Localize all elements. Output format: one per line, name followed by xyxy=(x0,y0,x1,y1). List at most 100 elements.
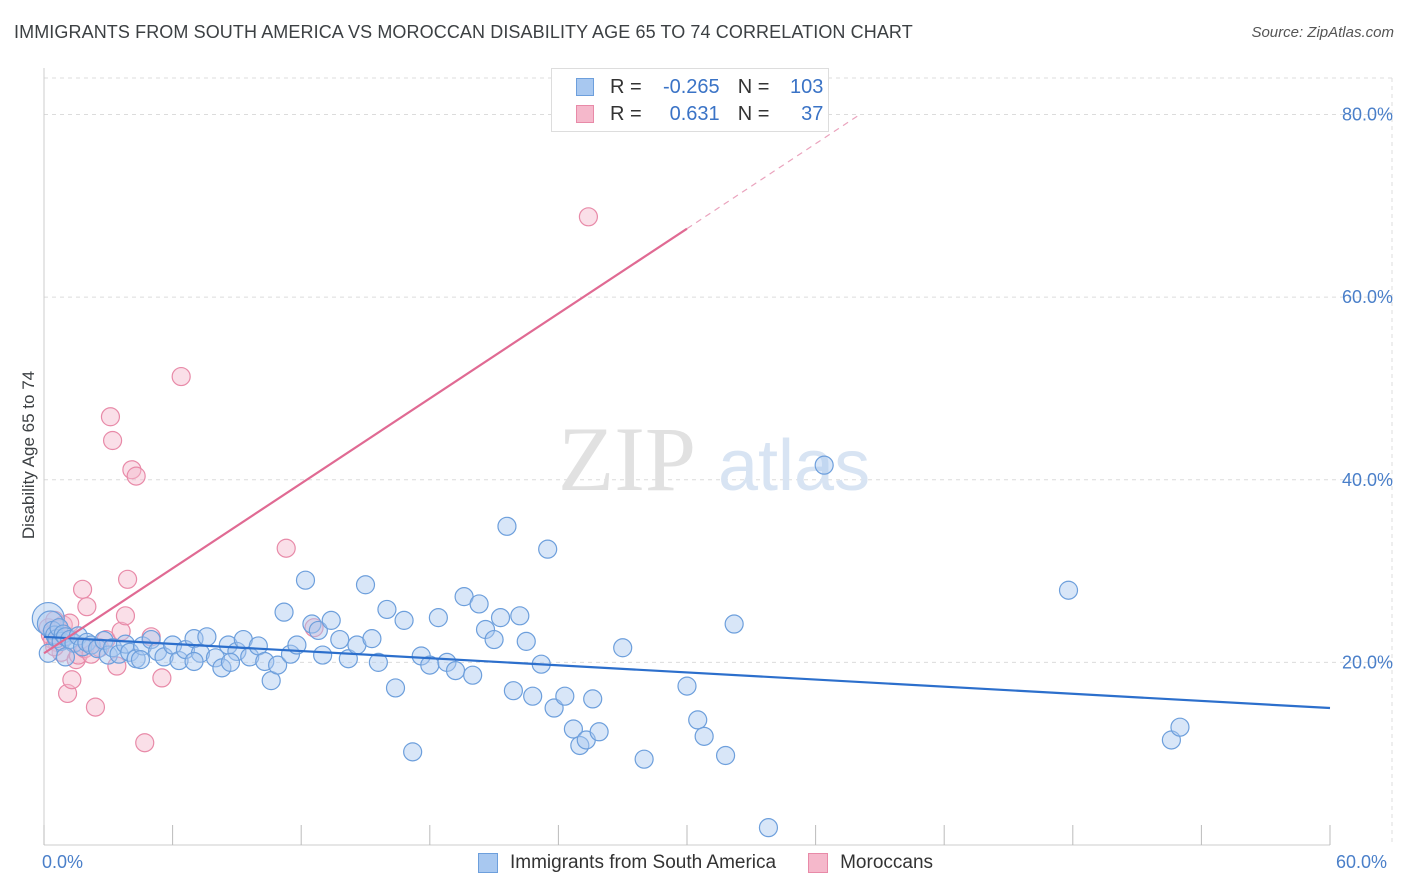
watermark: ZIP atlas xyxy=(558,408,870,510)
data-point xyxy=(1058,580,1079,600)
data-point xyxy=(368,652,388,672)
data-point xyxy=(613,638,633,658)
axes xyxy=(43,68,1331,846)
data-point xyxy=(355,575,376,595)
data-point xyxy=(255,651,275,672)
data-point xyxy=(313,645,333,665)
data-point xyxy=(469,594,489,614)
data-point xyxy=(62,670,82,690)
data-point xyxy=(205,648,226,668)
data-point xyxy=(510,606,530,626)
data-point xyxy=(220,652,241,672)
stats-legend: R = -0.265 N = 103 R = 0.631 N = 37 xyxy=(551,68,829,132)
x-axis-max-label: 60.0% xyxy=(1336,852,1388,872)
data-point xyxy=(677,676,697,696)
data-point xyxy=(135,733,155,753)
data-point xyxy=(385,678,406,698)
chart-source: Source: ZipAtlas.com xyxy=(1251,24,1394,41)
legend-row-series2: R = 0.631 N = 37 xyxy=(576,101,823,127)
trend-line-moroccans-extension xyxy=(686,114,859,230)
trend-lines xyxy=(43,114,1331,710)
data-point xyxy=(72,579,93,599)
data-point xyxy=(130,650,151,670)
legend-n-value: 103 xyxy=(790,75,824,98)
trend-line-immigrants xyxy=(43,635,1331,710)
legend-n-label: N = xyxy=(737,75,770,98)
data-point xyxy=(563,719,584,739)
data-point xyxy=(169,650,189,671)
data-point xyxy=(184,651,204,672)
trend-line-moroccans xyxy=(43,227,688,655)
data-point xyxy=(102,430,123,451)
data-point xyxy=(1170,717,1190,737)
y-tick-label: 20.0% xyxy=(1342,652,1393,672)
data-point xyxy=(321,610,341,630)
data-point xyxy=(516,631,536,651)
legend-n-label: N = xyxy=(737,102,770,125)
data-point xyxy=(538,539,558,559)
y-tick-label: 80.0% xyxy=(1342,105,1393,125)
series-immigrants-south-america xyxy=(31,455,1190,838)
data-point xyxy=(445,660,466,681)
data-point xyxy=(362,629,382,649)
data-point xyxy=(268,655,288,675)
data-point xyxy=(100,407,121,427)
data-point xyxy=(403,742,423,762)
data-point xyxy=(117,569,138,589)
data-point xyxy=(115,606,136,626)
data-point xyxy=(715,745,736,766)
watermark-zip: ZIP xyxy=(558,408,696,510)
data-point xyxy=(523,686,543,706)
data-point xyxy=(295,570,316,590)
bottom-legend-label: Immigrants from South America xyxy=(510,852,777,873)
y-tick-label: 60.0% xyxy=(1342,287,1393,307)
data-point xyxy=(724,614,744,634)
data-point xyxy=(197,627,217,647)
data-point xyxy=(308,620,328,641)
chart-title: IMMIGRANTS FROM SOUTH AMERICA VS MOROCCA… xyxy=(14,22,913,42)
data-point xyxy=(578,207,599,227)
data-point xyxy=(55,647,76,667)
data-point xyxy=(274,602,294,622)
legend-r-value: 0.631 xyxy=(669,102,720,125)
bottom-legend-item-series1[interactable]: Immigrants from South America xyxy=(478,852,776,874)
data-point xyxy=(555,686,575,706)
data-point xyxy=(583,689,603,709)
data-point xyxy=(758,818,779,838)
data-point xyxy=(152,668,172,688)
bottom-legend: Immigrants from South America Moroccans xyxy=(478,852,965,874)
data-point xyxy=(276,538,296,558)
data-point xyxy=(377,599,397,620)
legend-row-series1: R = -0.265 N = 103 xyxy=(576,74,823,100)
data-point xyxy=(490,608,511,628)
legend-swatch-blue xyxy=(576,78,594,96)
data-point xyxy=(85,697,106,717)
y-tick-label: 40.0% xyxy=(1342,470,1393,490)
legend-swatch-pink xyxy=(576,105,594,123)
data-point xyxy=(589,722,609,742)
data-point xyxy=(463,665,483,685)
data-point xyxy=(634,749,654,769)
data-point xyxy=(688,710,708,730)
data-point xyxy=(503,681,523,701)
bottom-legend-item-series2[interactable]: Moroccans xyxy=(808,852,933,874)
data-point xyxy=(428,608,448,628)
bottom-legend-swatch-pink xyxy=(808,853,829,873)
legend-r-label: R = xyxy=(610,75,642,98)
data-point xyxy=(330,629,350,650)
data-point xyxy=(171,366,191,387)
x-axis-min-label: 0.0% xyxy=(42,852,84,872)
data-point xyxy=(814,455,834,475)
data-point xyxy=(484,629,504,650)
data-point xyxy=(497,516,517,536)
bottom-legend-label: Moroccans xyxy=(840,852,934,873)
data-point xyxy=(394,610,414,630)
data-point xyxy=(126,466,146,486)
data-point xyxy=(694,726,714,746)
legend-r-value: -0.265 xyxy=(662,75,720,98)
data-point xyxy=(544,698,564,718)
data-point xyxy=(77,597,97,617)
legend-r-label: R = xyxy=(610,102,642,125)
legend-n-value: 37 xyxy=(801,102,824,125)
watermark-atlas: atlas xyxy=(718,426,870,506)
